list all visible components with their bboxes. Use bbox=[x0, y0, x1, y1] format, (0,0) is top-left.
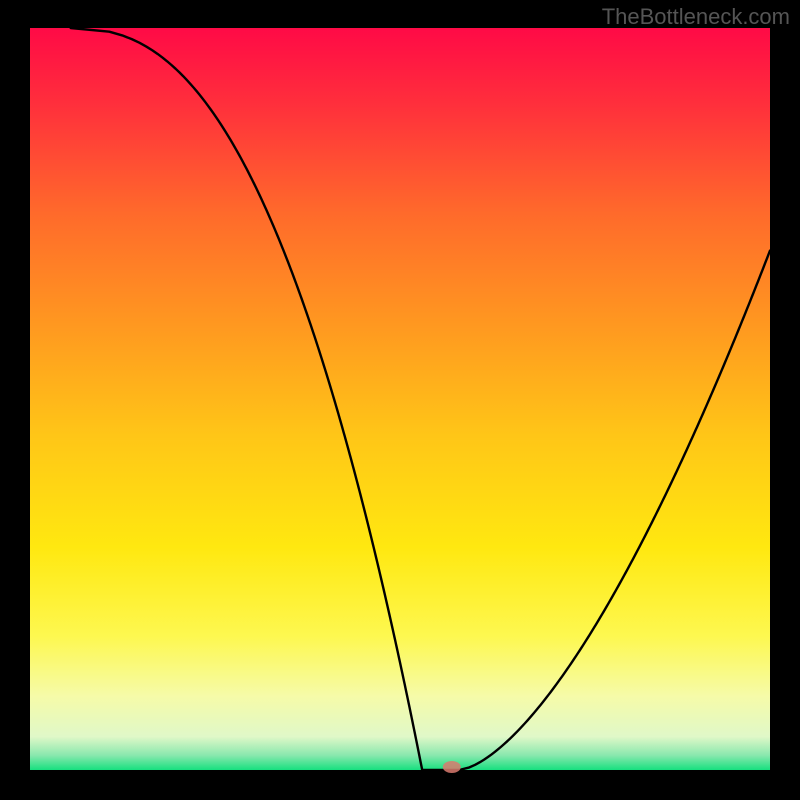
chart-container: TheBottleneck.com bbox=[0, 0, 800, 800]
optimal-point-marker bbox=[443, 761, 461, 773]
watermark-text: TheBottleneck.com bbox=[602, 4, 790, 30]
bottleneck-chart bbox=[0, 0, 800, 800]
